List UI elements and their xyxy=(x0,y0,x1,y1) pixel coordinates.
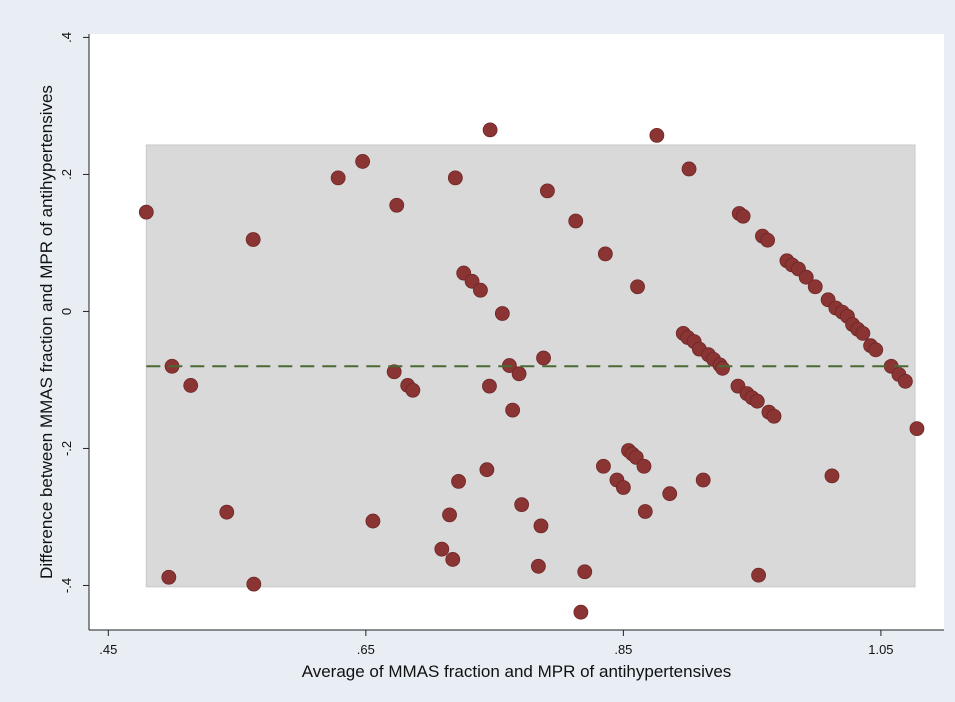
data-point xyxy=(735,208,751,224)
data-point xyxy=(715,360,730,376)
x-axis-title: Average of MMAS fraction and MPR of anti… xyxy=(302,662,732,681)
data-point xyxy=(494,306,510,321)
data-point xyxy=(636,458,652,474)
data-point xyxy=(573,604,589,620)
y-tick-label: -.2 xyxy=(59,441,74,456)
data-point xyxy=(695,472,711,488)
data-point xyxy=(445,552,461,567)
data-point xyxy=(161,569,177,585)
data-point xyxy=(530,558,546,574)
data-point xyxy=(245,232,261,247)
data-point xyxy=(365,513,381,529)
data-point xyxy=(536,350,551,366)
data-point xyxy=(451,473,466,489)
data-point xyxy=(824,468,840,484)
data-point xyxy=(389,197,405,213)
data-point xyxy=(615,480,631,495)
data-point xyxy=(649,127,665,143)
x-tick-label: .45 xyxy=(99,642,117,657)
data-point xyxy=(868,342,884,358)
data-point xyxy=(246,576,262,592)
data-point xyxy=(760,232,775,248)
data-point xyxy=(447,170,463,186)
data-point xyxy=(897,373,913,389)
data-point xyxy=(355,154,371,169)
data-point xyxy=(630,279,645,295)
data-point xyxy=(596,458,611,474)
data-point xyxy=(766,408,782,424)
data-point xyxy=(637,504,653,519)
data-point xyxy=(505,402,521,418)
y-tick-label: -.4 xyxy=(59,578,74,593)
x-tick-label: 1.05 xyxy=(868,642,893,657)
data-point xyxy=(662,486,678,502)
data-point xyxy=(434,541,450,557)
y-tick-label: .4 xyxy=(59,32,74,43)
data-point xyxy=(479,462,495,478)
y-axis-title: Difference between MMAS fraction and MPR… xyxy=(37,85,56,579)
data-points xyxy=(138,122,925,620)
data-point xyxy=(577,564,593,580)
data-point xyxy=(540,183,555,199)
data-point xyxy=(798,269,814,285)
data-point xyxy=(183,378,199,393)
data-point xyxy=(749,393,765,409)
data-point xyxy=(386,364,402,380)
data-point xyxy=(807,279,823,295)
data-point xyxy=(597,246,613,262)
data-point xyxy=(568,213,584,229)
x-tick-label: .65 xyxy=(357,642,375,657)
axis-ticks: .45 .65 .85 1.05 -.4 -.2 0 .2 .4 xyxy=(59,32,894,657)
data-point xyxy=(442,507,457,523)
y-tick-label: .2 xyxy=(59,169,74,180)
data-point xyxy=(681,161,697,177)
data-point xyxy=(909,421,925,436)
data-point xyxy=(138,204,154,220)
data-point xyxy=(855,325,871,341)
data-point xyxy=(514,497,530,513)
x-tick-label: .85 xyxy=(614,642,632,657)
data-point xyxy=(482,122,498,138)
y-tick-label: 0 xyxy=(59,308,74,315)
data-point xyxy=(330,170,346,186)
data-point xyxy=(482,378,497,394)
data-point xyxy=(219,504,235,520)
data-point xyxy=(511,366,527,382)
data-point xyxy=(405,382,421,398)
data-point xyxy=(473,282,488,298)
data-point xyxy=(533,518,549,534)
data-point xyxy=(751,567,766,583)
